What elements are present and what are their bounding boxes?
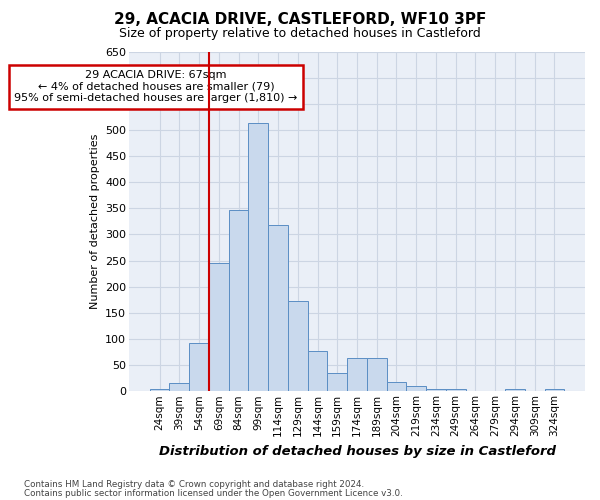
Bar <box>169 384 189 392</box>
Bar <box>150 388 169 392</box>
Text: Contains public sector information licensed under the Open Government Licence v3: Contains public sector information licen… <box>24 488 403 498</box>
Bar <box>525 390 545 392</box>
Bar <box>229 210 248 392</box>
Bar <box>446 389 466 392</box>
Bar <box>505 388 525 392</box>
Text: 29, ACACIA DRIVE, CASTLEFORD, WF10 3PF: 29, ACACIA DRIVE, CASTLEFORD, WF10 3PF <box>114 12 486 28</box>
Text: Size of property relative to detached houses in Castleford: Size of property relative to detached ho… <box>119 28 481 40</box>
Bar <box>426 388 446 392</box>
Y-axis label: Number of detached properties: Number of detached properties <box>89 134 100 309</box>
Bar <box>268 225 288 392</box>
Bar <box>386 382 406 392</box>
Bar <box>466 390 485 392</box>
Bar <box>189 342 209 392</box>
Bar <box>248 123 268 392</box>
Text: 29 ACACIA DRIVE: 67sqm
← 4% of detached houses are smaller (79)
95% of semi-deta: 29 ACACIA DRIVE: 67sqm ← 4% of detached … <box>14 70 298 103</box>
X-axis label: Distribution of detached houses by size in Castleford: Distribution of detached houses by size … <box>158 444 556 458</box>
Bar <box>406 386 426 392</box>
Bar <box>288 301 308 392</box>
Bar <box>545 389 564 392</box>
Bar <box>367 358 386 392</box>
Bar <box>347 358 367 392</box>
Bar <box>328 373 347 392</box>
Bar <box>209 262 229 392</box>
Bar <box>308 351 328 392</box>
Text: Contains HM Land Registry data © Crown copyright and database right 2024.: Contains HM Land Registry data © Crown c… <box>24 480 364 489</box>
